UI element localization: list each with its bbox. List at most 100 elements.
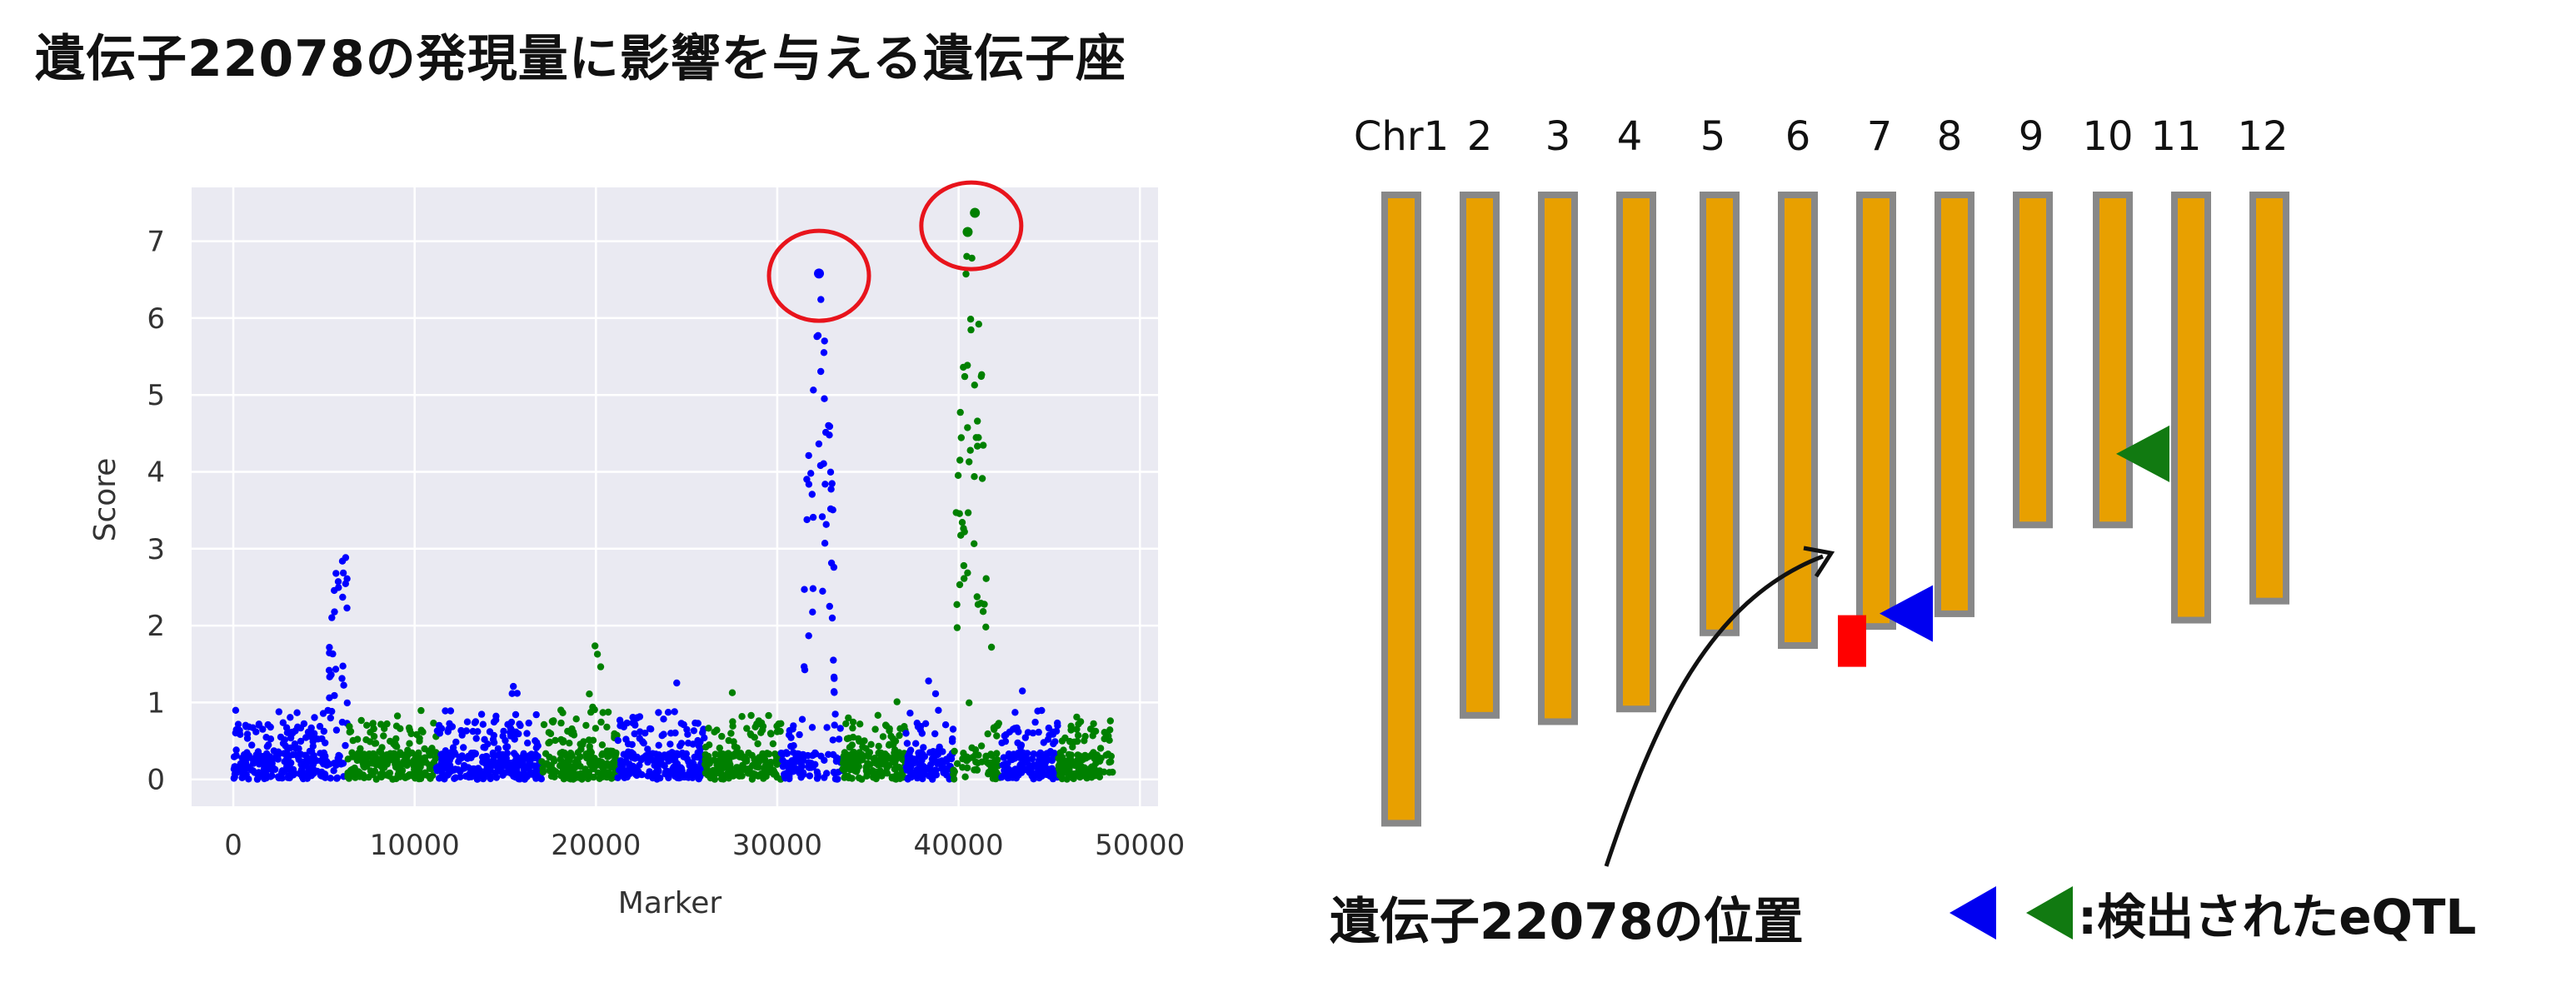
data-point bbox=[422, 771, 429, 779]
data-point bbox=[986, 759, 995, 766]
data-point bbox=[545, 729, 552, 736]
data-point bbox=[777, 720, 785, 727]
data-point bbox=[287, 759, 295, 767]
legend-text: :検出されたeQTL bbox=[2078, 889, 2477, 945]
data-point bbox=[754, 772, 762, 780]
data-point bbox=[1011, 709, 1019, 716]
data-point bbox=[655, 741, 662, 749]
data-point bbox=[973, 593, 981, 601]
data-point bbox=[346, 728, 353, 736]
data-point bbox=[433, 727, 442, 735]
data-point bbox=[1001, 737, 1010, 745]
data-point bbox=[1016, 766, 1023, 774]
data-point bbox=[1003, 769, 1011, 776]
data-point bbox=[393, 712, 402, 720]
data-point bbox=[289, 750, 297, 759]
data-point bbox=[694, 720, 701, 727]
data-point bbox=[978, 371, 986, 378]
data-point bbox=[481, 735, 488, 743]
data-point bbox=[482, 753, 490, 760]
data-point bbox=[950, 775, 958, 783]
data-point bbox=[971, 381, 979, 389]
data-point bbox=[463, 718, 472, 725]
data-point bbox=[726, 765, 734, 772]
data-point bbox=[841, 772, 849, 780]
data-point bbox=[695, 742, 703, 750]
data-point bbox=[786, 726, 793, 735]
y-tick-labels: 0 1 2 3 4 5 6 7 bbox=[147, 226, 165, 797]
data-point bbox=[297, 767, 305, 775]
data-point bbox=[307, 733, 314, 740]
data-point bbox=[546, 738, 554, 746]
chromosome-label: 7 bbox=[1867, 113, 1893, 160]
data-point bbox=[552, 736, 559, 745]
data-point bbox=[242, 723, 250, 730]
data-point bbox=[716, 744, 723, 752]
data-point bbox=[435, 721, 443, 730]
chromosome-bar bbox=[1778, 192, 1818, 650]
data-point bbox=[597, 663, 605, 670]
data-point bbox=[274, 773, 282, 780]
data-point bbox=[760, 775, 767, 782]
data-point bbox=[787, 734, 795, 741]
data-point bbox=[577, 745, 585, 753]
data-point bbox=[1028, 772, 1036, 780]
data-point bbox=[845, 714, 852, 722]
data-point bbox=[1054, 719, 1061, 727]
data-point bbox=[649, 774, 656, 782]
data-point bbox=[941, 721, 950, 729]
data-point bbox=[1035, 728, 1042, 736]
data-point bbox=[971, 540, 978, 547]
data-point bbox=[339, 593, 347, 601]
data-point bbox=[604, 708, 612, 716]
data-point bbox=[743, 757, 751, 765]
data-point bbox=[953, 624, 961, 631]
data-point bbox=[805, 632, 812, 640]
data-point bbox=[550, 772, 557, 780]
data-point bbox=[525, 719, 532, 727]
green-triangle-icon bbox=[2026, 886, 2073, 940]
data-point bbox=[1014, 739, 1021, 747]
data-point bbox=[1066, 762, 1073, 770]
peak-point bbox=[962, 227, 973, 237]
data-point bbox=[460, 744, 467, 751]
data-point bbox=[855, 774, 863, 782]
data-point bbox=[673, 679, 681, 687]
highlight-circles bbox=[766, 180, 1024, 323]
data-point bbox=[320, 727, 327, 735]
data-point bbox=[728, 689, 736, 696]
data-point bbox=[255, 769, 262, 776]
data-point bbox=[332, 665, 340, 673]
data-point bbox=[550, 717, 557, 725]
data-point bbox=[856, 720, 864, 728]
data-point bbox=[287, 734, 295, 742]
data-point bbox=[989, 775, 997, 782]
data-point bbox=[249, 724, 257, 731]
data-point bbox=[855, 763, 863, 770]
data-point bbox=[931, 766, 940, 774]
data-point bbox=[1066, 737, 1074, 745]
data-point bbox=[754, 740, 761, 748]
data-point bbox=[797, 759, 805, 766]
data-point bbox=[462, 772, 470, 780]
data-point bbox=[701, 734, 708, 742]
data-point bbox=[949, 735, 956, 743]
data-point bbox=[727, 730, 735, 737]
data-point bbox=[586, 690, 593, 698]
data-point bbox=[831, 675, 838, 682]
data-point bbox=[982, 623, 990, 631]
highlight-circle bbox=[919, 180, 1024, 272]
data-point bbox=[557, 719, 565, 727]
data-point bbox=[1069, 743, 1076, 750]
data-point bbox=[243, 749, 251, 756]
data-point bbox=[719, 765, 726, 772]
data-point bbox=[604, 761, 612, 770]
data-point bbox=[993, 750, 1001, 757]
data-point bbox=[532, 744, 540, 751]
data-point bbox=[862, 763, 870, 771]
highlight-circle bbox=[766, 228, 871, 323]
data-point bbox=[967, 326, 975, 334]
data-point bbox=[489, 749, 497, 757]
x-tick-label: 0 bbox=[224, 829, 242, 862]
data-point bbox=[935, 706, 942, 714]
